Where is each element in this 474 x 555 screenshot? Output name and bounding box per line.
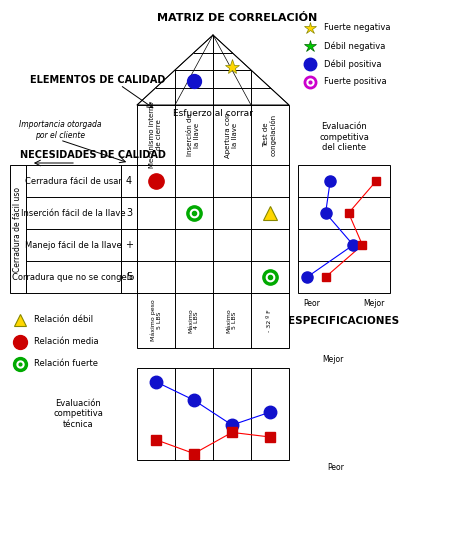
Text: ELEMENTOS DE CALIDAD: ELEMENTOS DE CALIDAD <box>30 75 165 85</box>
Text: Mecanismo interno
de cierre: Mecanismo interno de cierre <box>149 102 163 168</box>
Text: Mejor: Mejor <box>323 356 344 365</box>
Text: Máximo
4 LBS: Máximo 4 LBS <box>189 308 200 333</box>
Text: - 32 º F: - 32 º F <box>267 309 273 332</box>
Bar <box>26 165 121 293</box>
Text: MATRIZ DE CORRELACIÓN: MATRIZ DE CORRELACIÓN <box>157 13 317 23</box>
Bar <box>298 165 390 293</box>
Text: Relación media: Relación media <box>34 337 99 346</box>
Text: 3: 3 <box>126 208 132 218</box>
Text: Máximo
5 LBS: Máximo 5 LBS <box>227 308 237 333</box>
Text: Importancia otorgada
por el cliente: Importancia otorgada por el cliente <box>19 120 101 140</box>
Text: Peor: Peor <box>327 463 344 472</box>
Text: Peor: Peor <box>303 299 320 307</box>
Text: ESPECIFICACIONES: ESPECIFICACIONES <box>289 315 400 325</box>
Bar <box>10 165 26 293</box>
Text: Corradura que no se congelo: Corradura que no se congelo <box>12 273 135 281</box>
Text: 4: 4 <box>126 176 132 186</box>
Text: Débil positiva: Débil positiva <box>324 59 382 69</box>
Bar <box>121 165 137 293</box>
Text: Evaluación
competitiva
del cliente: Evaluación competitiva del cliente <box>319 122 369 152</box>
Text: Débil negativa: Débil negativa <box>324 41 385 51</box>
Bar <box>137 105 289 165</box>
Bar <box>137 368 289 460</box>
Text: +: + <box>125 240 133 250</box>
Text: Manejo fácil de la llave: Manejo fácil de la llave <box>25 240 122 250</box>
Text: Evaluación
competitiva
técnica: Evaluación competitiva técnica <box>54 399 103 429</box>
Text: Mejor: Mejor <box>364 299 385 307</box>
Text: 5: 5 <box>126 272 132 282</box>
Text: Cerradura fácil de usar: Cerradura fácil de usar <box>25 176 122 185</box>
Text: Cerradura de fácil uso: Cerradura de fácil uso <box>13 186 22 271</box>
Text: Apertura con
la llave: Apertura con la llave <box>226 112 238 158</box>
Text: Fuerte positiva: Fuerte positiva <box>324 78 387 87</box>
Text: Inserción de
la llave: Inserción de la llave <box>188 114 201 157</box>
Bar <box>137 293 289 348</box>
Text: Fuerte negativa: Fuerte negativa <box>324 23 391 33</box>
Text: Esfuerzo al corrar: Esfuerzo al corrar <box>173 108 253 118</box>
Text: NECESIDADES DE CALIDAD: NECESIDADES DE CALIDAD <box>20 150 166 160</box>
Text: Test de
congelación: Test de congelación <box>263 114 277 156</box>
Text: Máximo peso
5 LBS: Máximo peso 5 LBS <box>150 300 162 341</box>
Text: Inserción fácil de la llave: Inserción fácil de la llave <box>21 209 126 218</box>
Text: Relación fuerte: Relación fuerte <box>34 360 98 369</box>
Text: Relación débil: Relación débil <box>34 315 93 325</box>
